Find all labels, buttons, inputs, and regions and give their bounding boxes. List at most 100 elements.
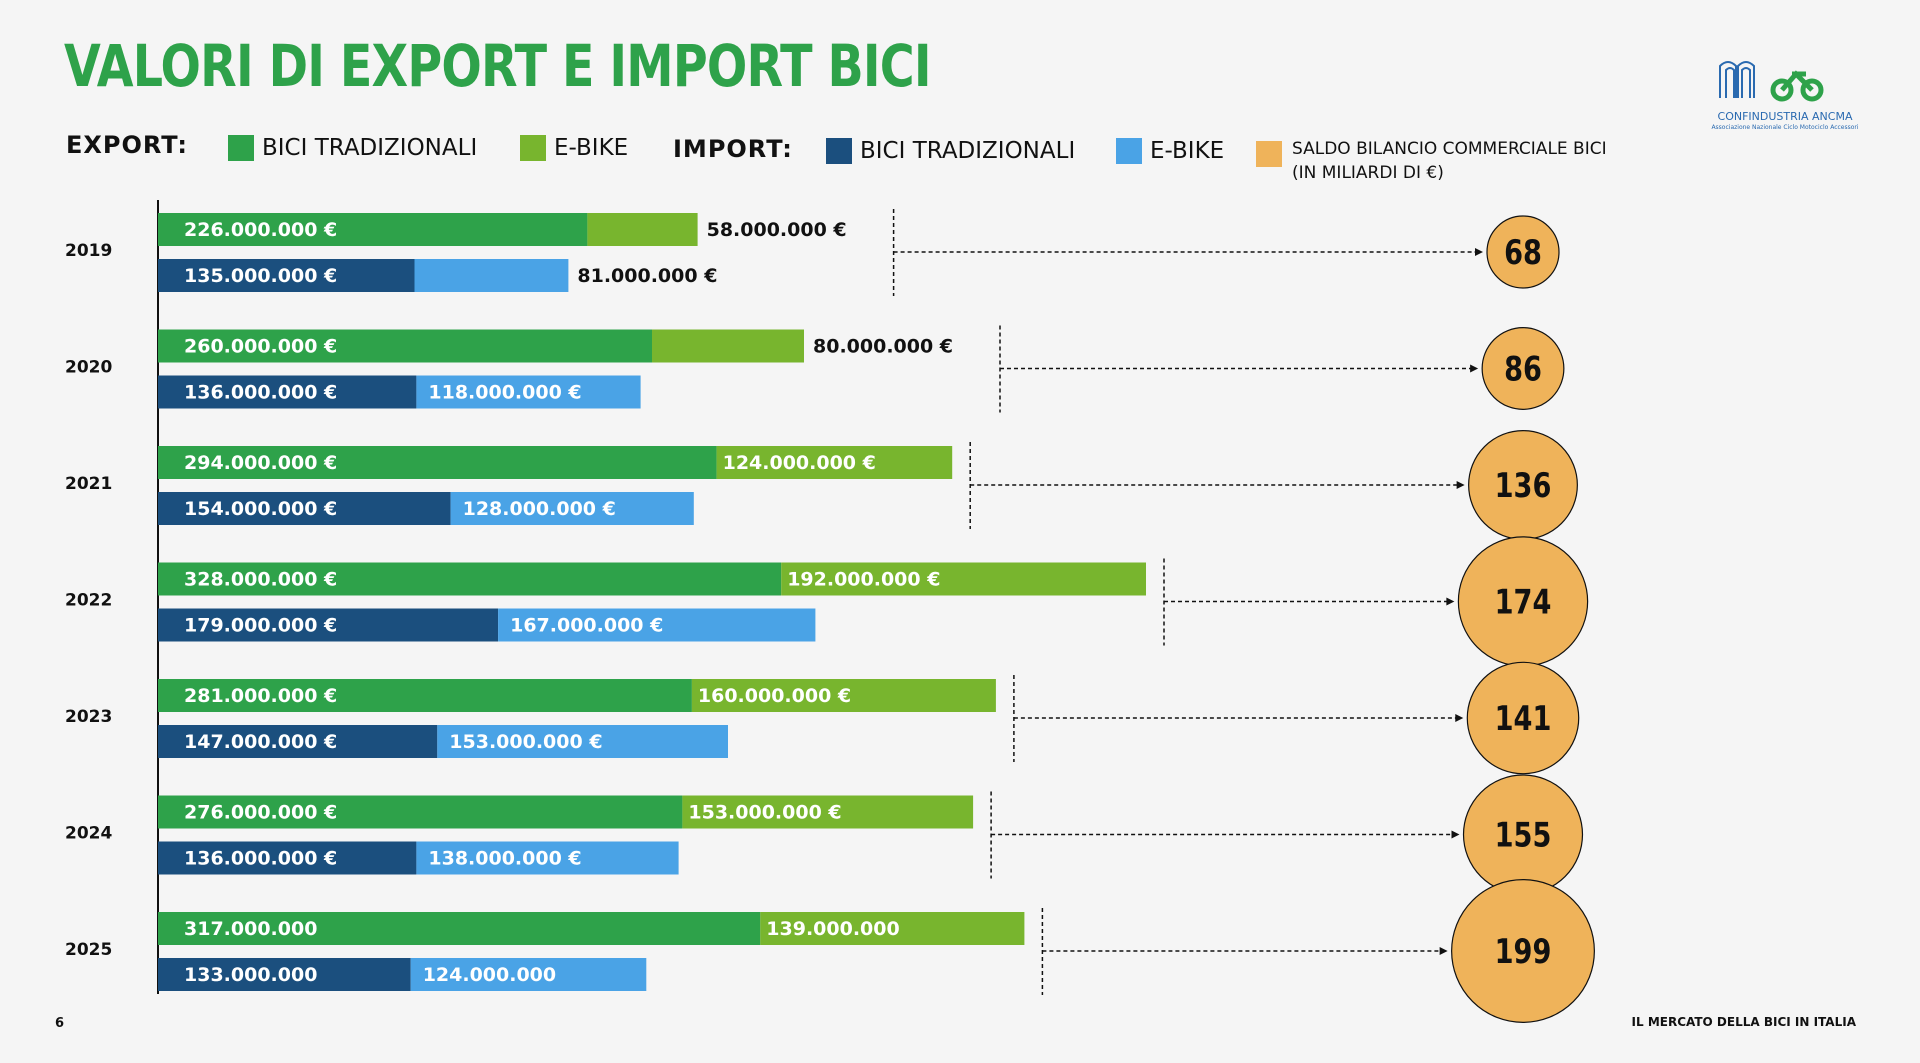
saldo-value: 68 bbox=[1504, 233, 1542, 273]
label-import-ebike: 128.000.000 € bbox=[463, 498, 616, 520]
bar-import-ebike bbox=[414, 259, 569, 292]
bar-export-trad bbox=[158, 329, 652, 363]
label-export-ebike: 124.000.000 € bbox=[723, 452, 876, 474]
page-number: 6 bbox=[55, 1016, 65, 1031]
saldo-circle bbox=[1486, 215, 1560, 289]
year-label: 2024 bbox=[65, 824, 112, 844]
bar-import-ebike bbox=[416, 375, 641, 409]
bar-import-ebike bbox=[450, 492, 694, 525]
year-label: 2022 bbox=[65, 591, 112, 611]
bar-export-ebike bbox=[691, 679, 996, 712]
label-import-trad: 147.000.000 € bbox=[184, 731, 337, 753]
label-import-ebike: 124.000.000 bbox=[423, 964, 556, 986]
label-import-trad: 135.000.000 € bbox=[184, 265, 337, 287]
year-label: 2025 bbox=[65, 940, 112, 960]
legend-export-heading: EXPORT: bbox=[66, 131, 188, 159]
label-import-trad: 136.000.000 € bbox=[184, 848, 337, 870]
bar-export-ebike bbox=[652, 329, 804, 363]
legend-import-ebike: E-BIKE bbox=[1116, 138, 1224, 164]
arrow-head bbox=[1451, 830, 1460, 839]
bar-export-ebike bbox=[781, 562, 1146, 596]
bar-import-trad bbox=[158, 608, 499, 642]
label-import-ebike: 118.000.000 € bbox=[428, 382, 581, 404]
label-import-ebike: 138.000.000 € bbox=[428, 848, 581, 870]
year-label: 2023 bbox=[65, 707, 112, 727]
arrow-head bbox=[1455, 714, 1464, 722]
logo-subtext: Associazione Nazionale Ciclo Motociclo A… bbox=[1711, 124, 1859, 131]
arrow-head bbox=[1456, 481, 1465, 489]
label-export-trad: 294.000.000 € bbox=[184, 452, 337, 474]
label-import-trad: 133.000.000 bbox=[184, 964, 317, 986]
legend-label-export-trad: BICI TRADIZIONALI bbox=[262, 135, 478, 161]
arrow-head bbox=[1439, 947, 1448, 955]
bar-export-trad bbox=[158, 795, 683, 829]
bar-import-ebike bbox=[498, 608, 816, 642]
legend-swatch-export-ebike bbox=[520, 135, 546, 161]
label-export-ebike: 153.000.000 € bbox=[688, 802, 841, 824]
label-import-trad: 179.000.000 € bbox=[184, 615, 337, 637]
legend-label-saldo: SALDO BILANCIO COMMERCIALE BICI (IN MILI… bbox=[1292, 139, 1607, 183]
bar-export-ebike bbox=[587, 213, 698, 246]
label-export-ebike: 58.000.000 € bbox=[707, 219, 847, 241]
label-export-ebike: 192.000.000 € bbox=[787, 569, 940, 591]
saldo-value: 199 bbox=[1495, 932, 1552, 972]
bar-export-trad bbox=[158, 446, 717, 479]
legend-label-import-ebike: E-BIKE bbox=[1150, 138, 1225, 164]
saldo-value: 86 bbox=[1504, 350, 1542, 390]
label-import-ebike: 153.000.000 € bbox=[449, 731, 602, 753]
legend-swatch-import-ebike bbox=[1116, 138, 1142, 164]
label-export-trad: 281.000.000 € bbox=[184, 685, 337, 707]
bar-export-ebike bbox=[682, 795, 974, 829]
arrow-head bbox=[1475, 248, 1483, 256]
label-import-ebike: 81.000.000 € bbox=[577, 265, 717, 287]
page-title: VALORI DI EXPORT E IMPORT BICI bbox=[64, 32, 932, 100]
saldo-value: 141 bbox=[1495, 699, 1552, 739]
year-label: 2020 bbox=[65, 358, 112, 378]
bar-import-trad bbox=[158, 725, 438, 758]
saldo-value: 174 bbox=[1495, 583, 1552, 623]
saldo-circle bbox=[1481, 327, 1565, 410]
legend-swatch-export-trad bbox=[228, 135, 254, 161]
label-export-trad: 276.000.000 € bbox=[184, 802, 337, 824]
arrow-head bbox=[1446, 597, 1455, 606]
bar-import-ebike bbox=[437, 725, 728, 758]
legend-import-heading: IMPORT: bbox=[673, 135, 793, 163]
legend-swatch-import-trad bbox=[826, 138, 852, 164]
bar-export-trad bbox=[158, 213, 588, 246]
legend-swatch-saldo bbox=[1256, 141, 1282, 167]
label-export-trad: 226.000.000 € bbox=[184, 219, 337, 241]
label-import-trad: 136.000.000 € bbox=[184, 382, 337, 404]
saldo-value: 155 bbox=[1495, 816, 1552, 856]
arrow-head bbox=[1470, 364, 1479, 373]
footer-text: IL MERCATO DELLA BICI IN ITALIA bbox=[1631, 1015, 1856, 1029]
label-export-trad: 317.000.000 bbox=[184, 918, 317, 940]
label-export-ebike: 80.000.000 € bbox=[813, 336, 953, 358]
year-label: 2021 bbox=[65, 474, 112, 494]
bar-import-trad bbox=[158, 841, 417, 875]
label-import-ebike: 167.000.000 € bbox=[510, 615, 663, 637]
year-label: 2019 bbox=[65, 241, 112, 261]
bar-import-ebike bbox=[410, 958, 647, 991]
saldo-circle bbox=[1451, 879, 1595, 1023]
bar-export-trad bbox=[158, 679, 692, 712]
legend-import-trad: BICI TRADIZIONALI bbox=[826, 138, 1075, 164]
bar-export-ebike bbox=[716, 446, 953, 479]
saldo-value: 136 bbox=[1495, 466, 1552, 506]
bar-import-trad bbox=[158, 259, 415, 292]
logo-text: CONFINDUSTRIA ANCMA bbox=[1717, 110, 1853, 123]
bar-export-trad bbox=[158, 562, 782, 596]
bar-import-trad bbox=[158, 492, 451, 525]
label-import-trad: 154.000.000 € bbox=[184, 498, 337, 520]
bar-export-trad bbox=[158, 912, 761, 945]
legend-saldo: SALDO BILANCIO COMMERCIALE BICI (IN MILI… bbox=[1256, 137, 1626, 185]
bar-import-ebike bbox=[416, 841, 679, 875]
bar-import-trad bbox=[158, 375, 417, 409]
saldo-circle bbox=[1466, 661, 1580, 775]
legend-export-ebike: E-BIKE bbox=[520, 135, 628, 161]
legend-export-trad: BICI TRADIZIONALI bbox=[228, 135, 477, 161]
legend-label-export-ebike: E-BIKE bbox=[554, 135, 629, 161]
label-export-trad: 328.000.000 € bbox=[184, 569, 337, 591]
bar-export-ebike bbox=[760, 912, 1025, 945]
bar-import-trad bbox=[158, 958, 411, 991]
